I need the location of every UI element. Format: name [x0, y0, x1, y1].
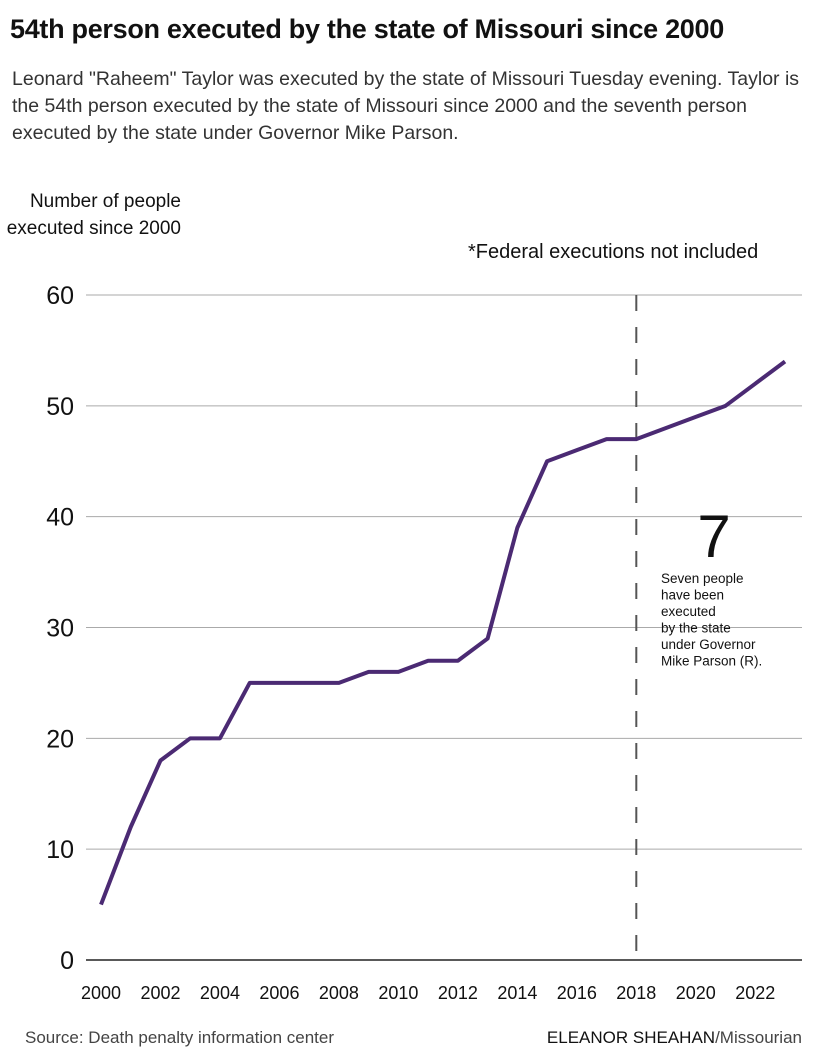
chart-subtitle: Leonard "Raheem" Taylor was executed by … [12, 68, 800, 144]
x-tick-label: 2002 [140, 983, 180, 1003]
y-tick-label: 10 [46, 836, 74, 864]
x-tick-label: 2000 [81, 983, 121, 1003]
x-tick-label: 2006 [259, 983, 299, 1003]
credit-text: ELEANOR SHEAHAN/Missourian [547, 1028, 802, 1048]
annotation-text-line: have been [661, 588, 724, 603]
annotation-text-line: executed [661, 604, 716, 619]
credit-publication: /Missourian [715, 1028, 802, 1047]
y-tick-label: 40 [46, 504, 74, 532]
x-tick-label: 2016 [557, 983, 597, 1003]
x-tick-label: 2020 [676, 983, 716, 1003]
y-tick-label: 20 [46, 725, 74, 753]
chart-title: 54th person executed by the state of Mis… [10, 14, 724, 44]
credit-author: ELEANOR SHEAHAN [546, 1028, 716, 1047]
y-axis-label: Number of people executed since 2000 [6, 191, 181, 239]
footnote: *Federal executions not included [468, 241, 759, 263]
annotation-number: 7 [697, 503, 730, 570]
y-tick-label: 60 [46, 282, 74, 310]
y-tick-label: 50 [46, 393, 74, 421]
source-text: Source: Death penalty information center [25, 1028, 335, 1047]
x-tick-label: 2018 [616, 983, 656, 1003]
x-tick-label: 2004 [200, 983, 240, 1003]
annotation-text-line: under Governor [661, 637, 756, 652]
y-tick-label: 0 [60, 947, 74, 975]
data-line [99, 359, 787, 906]
x-tick-label: 2022 [735, 983, 775, 1003]
annotation-text-line: Seven people [661, 571, 744, 586]
annotation-text-line: by the state [661, 621, 731, 636]
y-tick-label: 30 [46, 615, 74, 643]
x-tick-label: 2014 [497, 983, 537, 1003]
x-tick-label: 2010 [378, 983, 418, 1003]
x-tick-label: 2008 [319, 983, 359, 1003]
x-tick-label: 2012 [438, 983, 478, 1003]
annotation-text-line: Mike Parson (R). [661, 654, 762, 669]
